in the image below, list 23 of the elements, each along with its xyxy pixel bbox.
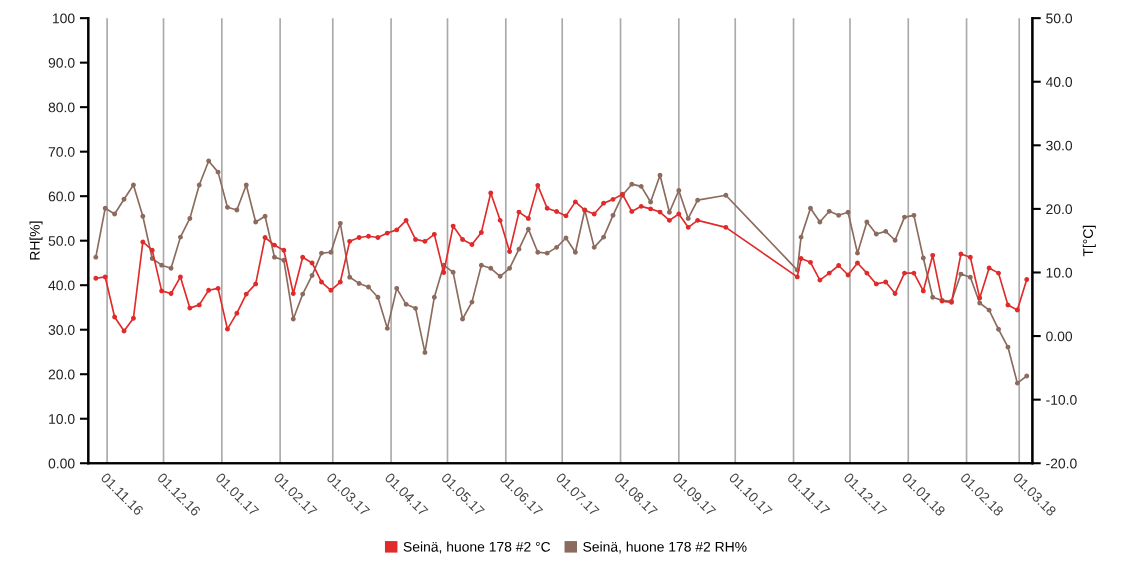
y2-tick-label: -20.0 bbox=[1046, 458, 1077, 469]
y2-axis-title: T[°C] bbox=[1082, 225, 1096, 257]
y-tick-label: 20.0 bbox=[48, 369, 75, 380]
y-tick-label: 70.0 bbox=[48, 147, 75, 157]
y-tick-label: 40.0 bbox=[48, 280, 75, 291]
y-axis-title: RH[%] bbox=[29, 221, 43, 260]
y2-tick-label: -10.0 bbox=[1046, 394, 1077, 405]
y2-tick-label: 30.0 bbox=[1046, 140, 1073, 151]
legend-label: Seinä, huone 178 #2 RH% bbox=[583, 541, 747, 554]
y2-tick-label: 20.0 bbox=[1046, 204, 1073, 215]
y-tick-label: 30.0 bbox=[48, 325, 75, 335]
y-tick-label: 80.0 bbox=[48, 102, 75, 113]
y-tick-label: 50.0 bbox=[48, 236, 75, 246]
y-tick-label: 0.00 bbox=[48, 458, 75, 469]
y-tick-label: 90.0 bbox=[48, 57, 75, 68]
y2-tick-label: 0.00 bbox=[1046, 331, 1073, 342]
y-tick-label: 100 bbox=[52, 13, 75, 24]
y-tick-label: 60.0 bbox=[48, 191, 75, 202]
y2-tick-label: 50.0 bbox=[1046, 13, 1073, 24]
y-tick-label: 10.0 bbox=[49, 414, 75, 424]
legend-label: Seinä, huone 178 #2 °C bbox=[403, 541, 551, 554]
y2-tick-label: 40.0 bbox=[1045, 77, 1073, 87]
y2-tick-label: 10.0 bbox=[1046, 267, 1073, 278]
